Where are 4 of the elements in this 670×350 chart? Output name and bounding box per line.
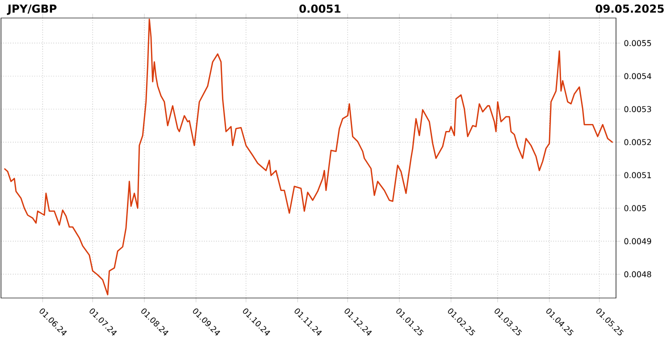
- line-series: [4, 18, 614, 296]
- text: 09.05.2025: [596, 4, 664, 13]
- chart-title: JPY/GBP: [6, 4, 56, 15]
- chart-subtitle: 0.0051: [299, 4, 340, 13]
